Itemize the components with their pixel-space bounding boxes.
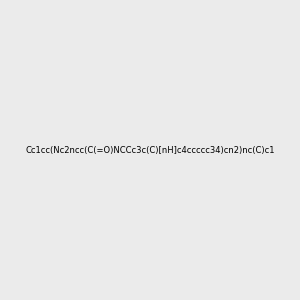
Text: Cc1cc(Nc2ncc(C(=O)NCCc3c(C)[nH]c4ccccc34)cn2)nc(C)c1: Cc1cc(Nc2ncc(C(=O)NCCc3c(C)[nH]c4ccccc34… [25, 146, 275, 154]
